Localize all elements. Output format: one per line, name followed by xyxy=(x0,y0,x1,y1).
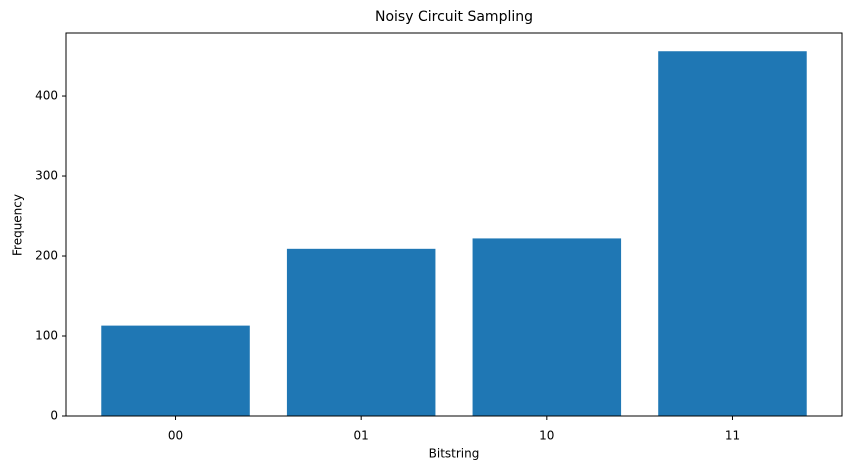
plot-frame xyxy=(65,32,843,417)
y-tick-label: 300 xyxy=(35,169,58,183)
chart-title: Noisy Circuit Sampling xyxy=(375,9,533,25)
bar xyxy=(658,51,807,416)
bar xyxy=(472,238,622,416)
x-tick-label: 00 xyxy=(168,429,183,443)
bar xyxy=(101,325,250,416)
y-tick-label: 400 xyxy=(35,89,58,103)
x-axis-label: Bitstring xyxy=(429,447,480,461)
y-tick-label: 100 xyxy=(35,329,58,343)
x-tick-label: 01 xyxy=(354,429,369,443)
bar xyxy=(286,248,436,416)
x-tick-label: 10 xyxy=(539,429,554,443)
y-tick-label: 0 xyxy=(50,409,58,423)
y-tick-label: 200 xyxy=(35,249,58,263)
x-tick-label: 11 xyxy=(725,429,740,443)
y-axis-label: Frequency xyxy=(11,194,25,256)
